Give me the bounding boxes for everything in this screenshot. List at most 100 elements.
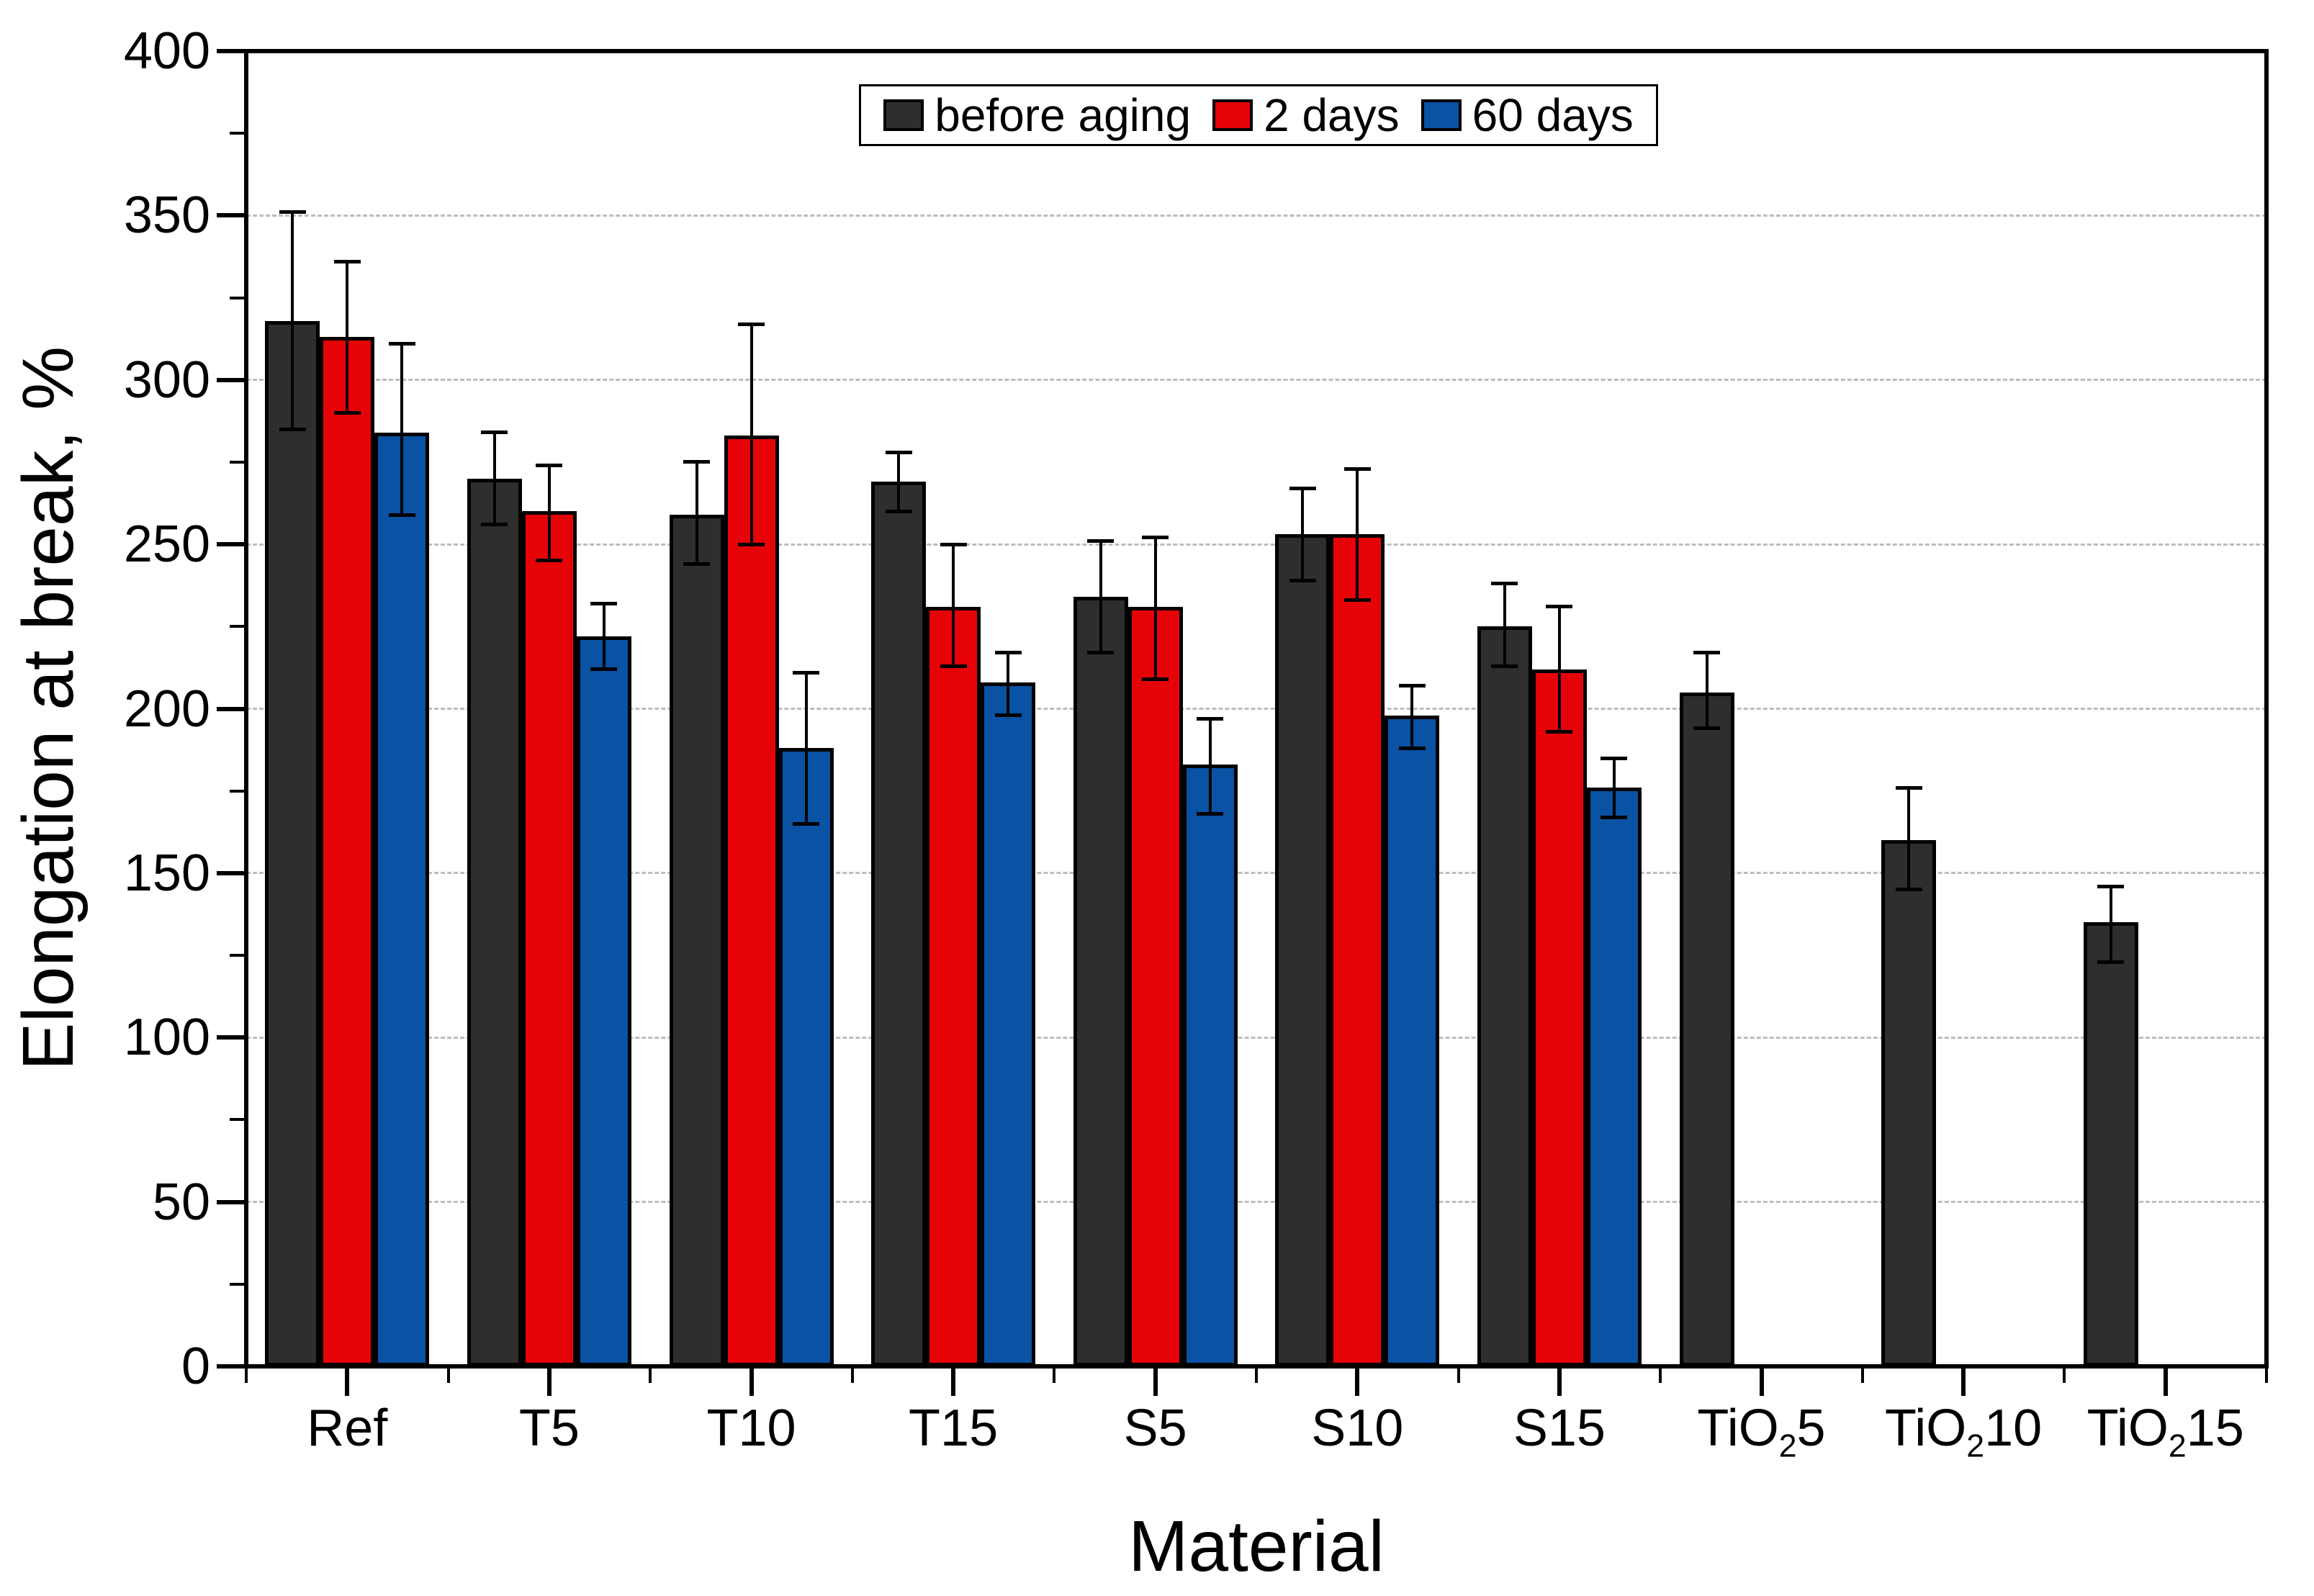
x-category-label-8: TiO210 [1884,1399,2043,1464]
error-bar-line-before-aging-TiO₂5 [1705,652,1709,729]
error-bar-cap-bottom-before-aging-TiO₂10 [1895,888,1922,892]
error-bar-cap-bottom-2-days-S5 [1142,677,1169,681]
bar-before-aging-T10 [669,515,724,1366]
gridline-150 [246,872,2266,875]
x-category-label-4: S5 [1123,1399,1187,1457]
error-bar-line-2-days-T5 [547,465,551,561]
y-tick-minor-75 [230,1118,244,1122]
x-tick-minor-1 [446,1369,450,1383]
error-bar-cap-top-60-days-T15 [994,651,1022,655]
error-bar-cap-top-before-aging-S5 [1087,539,1115,544]
error-bar-line-before-aging-T5 [492,432,496,525]
x-category-label-5: S10 [1311,1399,1404,1457]
error-bar-cap-top-60-days-T10 [793,670,819,675]
error-bar-cap-top-before-aging-S10 [1289,486,1316,490]
error-bar-cap-bottom-2-days-S10 [1343,598,1371,603]
error-bar-cap-top-60-days-S5 [1197,716,1224,721]
y-tick-minor-325 [230,296,244,299]
y-tick-minor-25 [230,1282,244,1286]
error-bar-cap-bottom-2-days-S15 [1546,729,1573,734]
gridline-350 [246,214,2266,217]
error-bar-cap-bottom-before-aging-T10 [683,562,710,567]
bar-60-days-S15 [1586,788,1642,1366]
x-tick-minor-0 [245,1369,248,1383]
bar-before-aging-TiO₂5 [1679,692,1734,1366]
x-tick-major-5 [1355,1369,1360,1396]
error-bar-cap-bottom-60-days-T10 [793,821,819,826]
error-bar-line-before-aging-S10 [1301,488,1305,581]
error-bar-line-before-aging-Ref [291,212,294,430]
error-bar-cap-bottom-60-days-T5 [590,667,618,672]
error-bar-cap-top-60-days-S15 [1601,756,1628,760]
bar-60-days-S5 [1182,765,1238,1366]
x-tick-major-8 [1961,1369,1966,1396]
error-bar-line-before-aging-T15 [897,452,901,512]
error-bar-cap-bottom-60-days-T15 [994,713,1022,718]
y-tick-major-0 [217,1364,244,1369]
bar-2-days-T10 [724,436,779,1366]
legend-item-2-days: 2 days [1212,92,1400,138]
y-tick-minor-225 [230,625,244,628]
error-bar-cap-bottom-before-aging-TiO₂15 [2097,960,2125,964]
bar-before-aging-T15 [871,482,927,1366]
x-tick-minor-4 [1053,1369,1056,1383]
x-category-label-6: S15 [1513,1399,1606,1457]
error-bar-line-2-days-S5 [1153,537,1157,680]
y-tick-label-200: 200 [123,680,210,738]
x-tick-minor-3 [850,1369,854,1383]
x-category-label-7: TiO25 [1697,1399,1826,1464]
legend-swatch-60-days [1421,99,1462,131]
x-tick-minor-6 [1457,1369,1460,1383]
error-bar-cap-top-2-days-T5 [536,464,563,467]
error-bar-cap-top-before-aging-T5 [481,430,508,435]
error-bar-line-2-days-S15 [1557,606,1561,732]
y-tick-label-350: 350 [123,186,210,245]
y-tick-major-300 [217,377,244,382]
y-tick-major-250 [217,542,244,547]
error-bar-line-2-days-S10 [1356,469,1359,600]
error-bar-cap-top-2-days-Ref [333,259,361,263]
error-bar-cap-top-before-aging-TiO₂5 [1693,651,1720,655]
y-tick-major-150 [217,870,244,875]
error-bar-cap-top-2-days-S10 [1343,466,1371,471]
y-tick-major-100 [217,1035,244,1040]
x-tick-minor-5 [1255,1369,1258,1383]
error-bar-line-60-days-T10 [804,672,808,824]
error-bar-line-60-days-S15 [1612,758,1616,818]
legend-label-60-days: 60 days [1472,89,1634,141]
x-axis-title-text: Material [1128,1506,1385,1587]
bar-2-days-S10 [1330,534,1385,1366]
legend-label-before-aging: before aging [935,89,1192,141]
error-bar-cap-top-before-aging-T10 [683,460,710,464]
bar-before-aging-TiO₂15 [2083,922,2138,1366]
error-bar-cap-bottom-2-days-T5 [536,559,563,563]
x-tick-minor-8 [1860,1369,1864,1383]
error-bar-cap-top-before-aging-S15 [1491,582,1518,586]
bar-2-days-S5 [1127,606,1183,1366]
x-tick-major-2 [749,1369,754,1396]
y-axis-title-text: Elongation at break, % [8,346,89,1071]
error-bar-cap-top-before-aging-TiO₂10 [1895,785,1922,790]
x-tick-major-1 [546,1369,552,1396]
error-bar-line-60-days-Ref [400,343,404,515]
error-bar-cap-top-2-days-S15 [1546,605,1573,609]
error-bar-cap-bottom-before-aging-Ref [279,427,306,431]
legend-item-before-aging: before aging [883,92,1191,138]
y-tick-label-0: 0 [181,1338,210,1395]
gridline-200 [246,708,2266,710]
error-bar-line-before-aging-S15 [1503,583,1506,667]
y-tick-label-100: 100 [123,1009,210,1067]
y-tick-major-350 [217,213,244,218]
error-bar-cap-top-before-aging-T15 [885,450,912,454]
error-bar-cap-top-2-days-S5 [1142,536,1169,540]
y-tick-label-150: 150 [123,844,210,902]
error-bar-cap-bottom-before-aging-T15 [885,509,912,513]
x-tick-major-4 [1153,1369,1158,1396]
error-bar-cap-bottom-before-aging-S5 [1087,651,1115,655]
x-tick-major-6 [1557,1369,1562,1396]
gridline-50 [246,1201,2266,1204]
gridline-100 [246,1036,2266,1039]
error-bar-cap-bottom-2-days-Ref [333,410,361,415]
error-bar-cap-bottom-before-aging-S15 [1491,664,1518,668]
